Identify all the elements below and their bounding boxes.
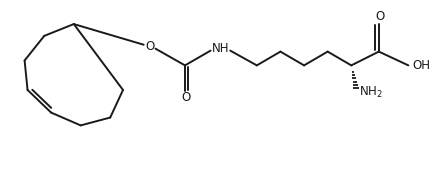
Text: NH: NH (212, 42, 229, 55)
Text: OH: OH (412, 59, 430, 72)
Text: O: O (145, 40, 154, 53)
Text: O: O (181, 91, 191, 104)
Text: NH$_2$: NH$_2$ (359, 85, 383, 101)
Text: O: O (375, 10, 384, 23)
